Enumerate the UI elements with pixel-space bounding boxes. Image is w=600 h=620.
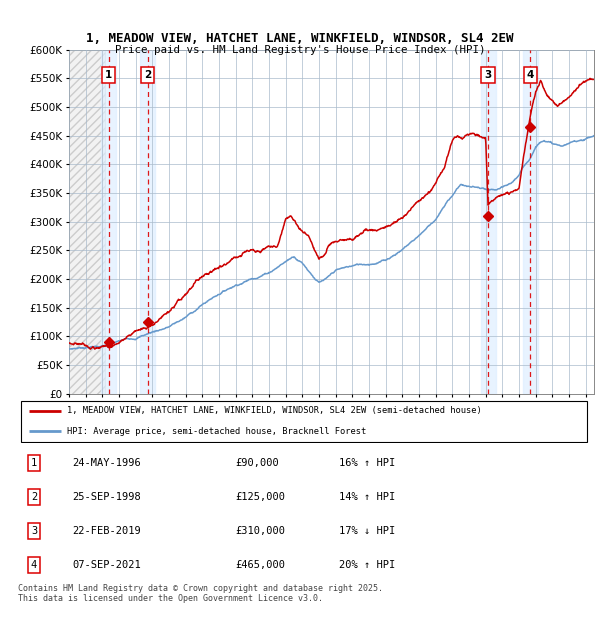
Text: 4: 4: [31, 560, 37, 570]
Text: 22-FEB-2019: 22-FEB-2019: [73, 526, 141, 536]
Text: £465,000: £465,000: [236, 560, 286, 570]
Text: £310,000: £310,000: [236, 526, 286, 536]
Bar: [523, 50, 538, 394]
Text: 1, MEADOW VIEW, HATCHET LANE, WINKFIELD, WINDSOR, SL4 2EW: 1, MEADOW VIEW, HATCHET LANE, WINKFIELD,…: [86, 32, 514, 45]
Text: 3: 3: [484, 71, 491, 81]
Bar: [101, 50, 116, 394]
Text: Price paid vs. HM Land Registry's House Price Index (HPI): Price paid vs. HM Land Registry's House …: [115, 45, 485, 55]
Bar: [69, 50, 104, 394]
Text: Contains HM Land Registry data © Crown copyright and database right 2025.
This d: Contains HM Land Registry data © Crown c…: [18, 584, 383, 603]
Text: 14% ↑ HPI: 14% ↑ HPI: [339, 492, 395, 502]
Text: £90,000: £90,000: [236, 458, 280, 468]
Bar: [481, 50, 496, 394]
Text: 1: 1: [31, 458, 37, 468]
Bar: [140, 50, 155, 394]
Text: 07-SEP-2021: 07-SEP-2021: [73, 560, 141, 570]
Text: 2: 2: [144, 71, 151, 81]
Text: 1: 1: [105, 71, 112, 81]
Text: 17% ↓ HPI: 17% ↓ HPI: [339, 526, 395, 536]
Text: £125,000: £125,000: [236, 492, 286, 502]
Text: 2: 2: [31, 492, 37, 502]
Text: 3: 3: [31, 526, 37, 536]
Text: 4: 4: [527, 71, 534, 81]
Text: 1, MEADOW VIEW, HATCHET LANE, WINKFIELD, WINDSOR, SL4 2EW (semi-detached house): 1, MEADOW VIEW, HATCHET LANE, WINKFIELD,…: [67, 406, 481, 415]
Text: 16% ↑ HPI: 16% ↑ HPI: [339, 458, 395, 468]
Text: HPI: Average price, semi-detached house, Bracknell Forest: HPI: Average price, semi-detached house,…: [67, 427, 366, 436]
Text: 20% ↑ HPI: 20% ↑ HPI: [339, 560, 395, 570]
FancyBboxPatch shape: [21, 401, 587, 441]
Text: 24-MAY-1996: 24-MAY-1996: [73, 458, 141, 468]
Text: 25-SEP-1998: 25-SEP-1998: [73, 492, 141, 502]
